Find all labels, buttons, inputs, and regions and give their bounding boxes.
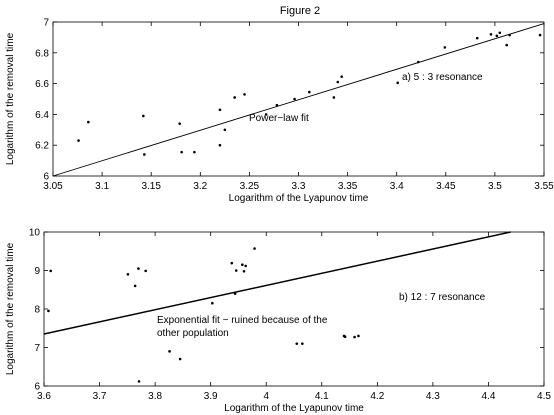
data-point bbox=[144, 269, 147, 273]
data-point bbox=[308, 90, 311, 94]
data-point bbox=[47, 309, 50, 313]
data-point bbox=[336, 80, 340, 84]
x-axis-label: Logarithm of the Lyapunov time bbox=[224, 403, 364, 414]
y-tick-label: 6.6 bbox=[35, 79, 49, 90]
x-axis-label: Logarithm of the Lyapunov time bbox=[229, 193, 369, 204]
data-point bbox=[244, 264, 247, 268]
x-tick-label: 3.9 bbox=[204, 391, 218, 402]
x-tick-label: 3.4 bbox=[390, 181, 404, 192]
x-tick-label: 3.25 bbox=[240, 181, 260, 192]
data-point bbox=[137, 267, 140, 270]
data-point bbox=[495, 34, 499, 38]
x-tick-label: 4.3 bbox=[426, 391, 440, 402]
x-tick-label: 3.3 bbox=[292, 181, 306, 192]
data-point bbox=[264, 113, 268, 116]
y-axis-label: Logarithm of the removal time bbox=[5, 242, 16, 375]
data-point bbox=[211, 301, 214, 305]
data-point bbox=[417, 60, 420, 64]
x-tick-label: 3.45 bbox=[436, 181, 456, 192]
data-point bbox=[301, 342, 304, 345]
data-point bbox=[275, 103, 279, 107]
data-point bbox=[126, 273, 130, 276]
y-tick-label: 6 bbox=[43, 172, 49, 183]
y-tick-label: 6.8 bbox=[35, 48, 49, 59]
data-point bbox=[343, 335, 347, 339]
x-tick-label: 3.7 bbox=[93, 391, 107, 402]
data-point bbox=[142, 114, 145, 118]
chart-panel-a: 3.05 3.1 3.15 3.2 3.25 3.3 3.35 3.4 3.45 3.5 3.55 6… bbox=[5, 18, 554, 205]
data-point bbox=[180, 150, 183, 154]
y-tick-label: 7 bbox=[34, 343, 40, 354]
data-point bbox=[87, 120, 90, 124]
data-point bbox=[293, 97, 296, 101]
data-point bbox=[538, 33, 542, 37]
y-tick-label: 8 bbox=[34, 305, 40, 316]
data-point bbox=[241, 263, 244, 267]
data-point bbox=[242, 269, 246, 273]
data-point bbox=[230, 261, 234, 265]
x-tick-label: 3.6 bbox=[37, 391, 51, 402]
x-tick-label: 4.5 bbox=[537, 391, 551, 402]
x-tick-label: 3.05 bbox=[43, 181, 63, 192]
data-point bbox=[178, 122, 181, 125]
data-point bbox=[137, 380, 141, 383]
data-point bbox=[233, 292, 237, 295]
x-tick-label: 4.1 bbox=[315, 391, 329, 402]
annotation: Power−law fit bbox=[249, 113, 309, 124]
data-point bbox=[353, 335, 356, 339]
y-tick-label: 9 bbox=[34, 266, 40, 277]
data-point bbox=[234, 269, 238, 272]
data-point bbox=[49, 269, 52, 273]
data-point bbox=[178, 357, 182, 361]
annotation: b) 12 : 7 resonance bbox=[399, 292, 486, 303]
data-point bbox=[77, 139, 80, 142]
data-point bbox=[133, 284, 137, 288]
y-tick-label: 7 bbox=[43, 18, 49, 29]
x-tick-label: 3.15 bbox=[141, 181, 161, 192]
annotation: other population bbox=[157, 328, 229, 339]
x-tick-label: 3.2 bbox=[193, 181, 207, 192]
x-tick-label: 4.2 bbox=[370, 391, 384, 402]
data-point bbox=[193, 150, 196, 154]
x-tick-label: 4 bbox=[263, 391, 269, 402]
annotation: a) 5 : 3 resonance bbox=[402, 72, 483, 83]
fit-line bbox=[43, 231, 511, 335]
data-point bbox=[243, 93, 246, 96]
data-point bbox=[218, 108, 222, 112]
x-tick-label: 3.8 bbox=[148, 391, 162, 402]
data-point bbox=[396, 81, 399, 85]
data-point bbox=[489, 33, 493, 36]
plot-frame bbox=[43, 231, 545, 387]
y-tick-label: 6.4 bbox=[35, 110, 49, 121]
figure-title: Figure 2 bbox=[280, 5, 320, 17]
y-tick-label: 6.2 bbox=[35, 141, 49, 152]
y-tick-label: 6 bbox=[34, 382, 40, 393]
x-tick-label: 4.4 bbox=[481, 391, 495, 402]
data-point bbox=[505, 43, 508, 47]
data-point bbox=[357, 334, 360, 338]
chart-panel-b: 3.6 3.7 3.8 3.9 4 4.1 4.2 4.3 4.4 4.5 6 7 8 9 10 b) 12 … bbox=[5, 228, 551, 415]
data-point bbox=[498, 31, 502, 35]
data-point bbox=[443, 46, 447, 49]
data-point bbox=[218, 143, 222, 147]
annotation: Exponential fit − ruined because of the bbox=[157, 315, 328, 326]
fit-line bbox=[52, 23, 545, 177]
y-axis-label: Logarithm of the removal time bbox=[5, 32, 16, 165]
x-tick-label: 3.35 bbox=[338, 181, 358, 192]
data-point bbox=[223, 128, 227, 132]
data-point bbox=[475, 36, 479, 40]
data-point bbox=[253, 247, 256, 250]
data-point bbox=[168, 350, 171, 353]
data-point bbox=[295, 342, 299, 345]
data-point bbox=[332, 96, 336, 99]
x-tick-label: 3.55 bbox=[534, 181, 554, 192]
x-tick-label: 3.1 bbox=[95, 181, 109, 192]
data-point bbox=[143, 153, 146, 156]
data-point bbox=[508, 33, 511, 37]
data-point bbox=[340, 75, 344, 78]
y-tick-label: 10 bbox=[29, 228, 41, 239]
x-tick-label: 3.5 bbox=[488, 181, 502, 192]
data-point bbox=[233, 96, 236, 99]
